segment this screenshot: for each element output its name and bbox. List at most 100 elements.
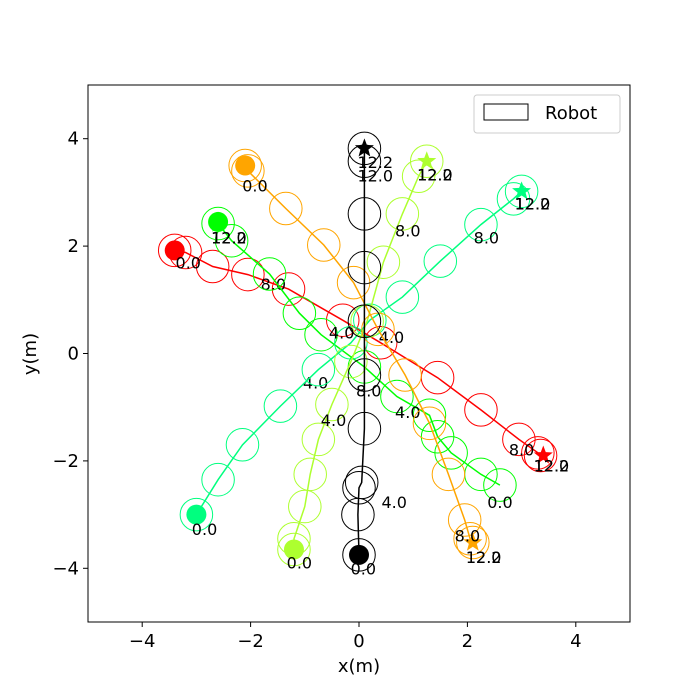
time-label: 12.2 [515,195,551,214]
robot-footprint [423,244,458,278]
robot-footprint [271,272,306,306]
trajectory-line [244,165,474,543]
time-label: 0.0 [242,176,267,195]
x-tick-label: 0 [353,631,364,652]
start-marker [164,240,185,261]
legend-robot-patch [483,103,529,121]
robot-footprint [344,465,379,500]
robot-footprint [304,317,338,352]
robot-footprint [347,304,382,339]
trajectory-line [174,249,542,457]
robot-footprint [252,257,287,291]
robot-footprint [409,144,444,179]
y-axis-label: y(m) [20,333,41,375]
robot-footprint [225,428,260,462]
robot-series-5: 0.0 4.0 8.0 12.012.2 [341,131,407,579]
robot-footprint [412,406,447,441]
time-label: 12.0 [515,195,551,214]
trajectory-line [293,160,428,550]
plot-area: 0.04.08.08.012.012.20.04.012.012.20.04.0… [157,131,570,579]
x-tick-label: 4 [570,631,581,652]
robot-footprint [523,438,558,473]
goal-marker [417,151,437,170]
time-label: 12.2 [417,166,453,185]
time-label: 12.2 [534,457,570,476]
robot-footprint [483,468,517,502]
robot-footprint [201,206,235,241]
robot-footprint [388,358,422,392]
time-label: 12.2 [466,548,502,567]
robot-series-4: 0.04.08.012.012.2 [228,148,502,567]
goal-marker [354,138,374,157]
robot-footprint [228,148,262,183]
robot-footprint [334,344,368,379]
time-label: 12.0 [417,166,453,185]
robot-footprint [464,393,498,427]
robot-footprint [431,457,466,492]
robot-footprint [342,538,376,572]
time-label: 8.0 [395,221,420,240]
robot-footprint [502,422,536,457]
trajectory-line [357,148,366,555]
robot-footprint [521,436,555,470]
y-tick-label: 4 [68,129,79,150]
axes: −4 −2 0 2 4 −4 −2 0 2 4 [52,84,631,652]
robot-footprint [464,207,498,242]
robot-footprint [277,532,311,567]
time-label: 8.0 [455,526,480,545]
y-tick-label: 0 [68,344,79,365]
goal-marker [533,445,553,464]
robot-footprint [195,249,230,284]
x-axis-label: x(m) [338,656,380,677]
robot-footprint [269,191,303,226]
time-label: 0.0 [351,560,376,579]
robot-series-3: 0.04.08.012.012.2 [277,144,453,572]
time-label: 8.0 [509,441,534,460]
goal-marker [208,213,228,232]
robot-footprint [288,489,322,524]
start-marker [186,504,207,525]
robot-footprint [347,250,382,285]
time-label: 4.0 [395,403,420,422]
robot-footprint [334,326,368,360]
robot-footprint [301,352,336,387]
robot-footprint [342,470,376,505]
robot-footprint [347,197,382,231]
robot-footprint [385,280,420,314]
robot-footprint [456,525,490,560]
robot-footprint [157,233,192,268]
time-label: 12.0 [211,228,247,247]
robot-footprint [347,411,382,446]
robot-footprint [496,182,531,216]
robot-footprint [385,197,420,231]
robot-footprint [347,131,382,166]
time-label: 4.0 [382,493,407,512]
time-label: 0.0 [176,254,201,273]
time-label: 12.2 [357,153,393,172]
robot-footprint [315,387,349,422]
time-label: 12.0 [534,457,570,476]
robot-footprint [263,389,298,423]
robot-footprint [366,245,401,279]
time-label: 8.0 [474,228,499,247]
legend: Robot [473,94,621,134]
time-label: 4.0 [329,323,354,342]
x-tick-label: −2 [237,631,264,652]
robot-footprint [453,522,487,556]
y-tick-label: −4 [52,558,79,579]
robot-footprint [201,462,235,497]
start-marker [235,155,256,176]
time-label: 0.0 [487,493,512,512]
time-label: 12.2 [211,228,247,247]
legend-robot-label: Robot [545,103,597,124]
robot-footprint [231,154,265,188]
y-tick-label: 2 [68,236,79,257]
start-marker [283,539,304,560]
time-label: 12.0 [357,167,393,186]
robot-footprint [504,174,539,209]
robot-footprint [420,419,455,454]
time-label: 8.0 [356,381,381,400]
robot-footprint [231,257,265,292]
robot-footprint [214,223,249,258]
